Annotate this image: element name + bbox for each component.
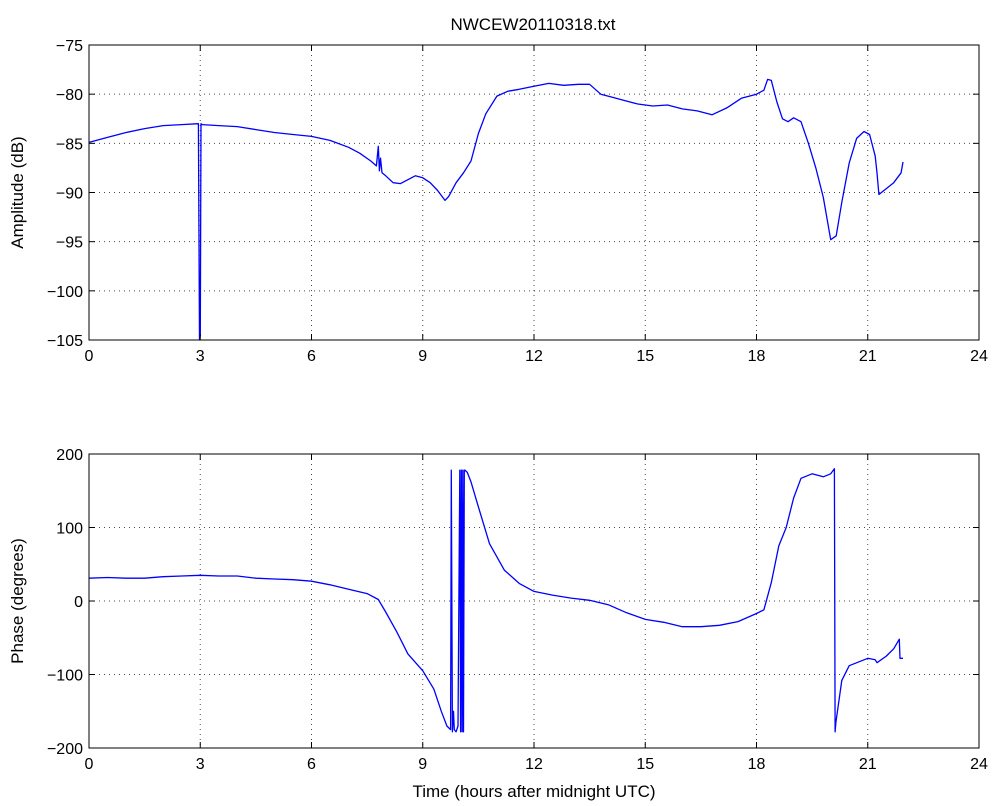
phase-x-axis-label: Time (hours after midnight UTC)	[412, 782, 655, 801]
amplitude-x-tick-label: 12	[525, 348, 543, 365]
phase-x-tick-label: 15	[636, 756, 654, 773]
amplitude-x-tick-label: 24	[970, 348, 988, 365]
phase-x-tick-label: 6	[307, 756, 316, 773]
amplitude-y-axis-label: Amplitude (dB)	[8, 136, 27, 248]
amplitude-y-tick-label: −100	[47, 284, 83, 301]
phase-panel: 0 3 6 9 12 15 18 21 24 −200 −100 0 100 200 Phase (degr…	[8, 447, 988, 801]
amplitude-x-tick-label: 18	[748, 348, 766, 365]
amplitude-y-tick-label: −95	[56, 235, 83, 252]
phase-y-tick-label: 200	[56, 447, 83, 464]
amplitude-y-tick-label: −80	[56, 87, 83, 104]
amplitude-x-tick-label: 0	[85, 348, 94, 365]
phase-x-tick-label: 9	[418, 756, 427, 773]
phase-x-tick-label: 0	[85, 756, 94, 773]
phase-x-tick-label: 3	[196, 756, 205, 773]
phase-x-tick-label: 21	[859, 756, 877, 773]
amplitude-series-line	[88, 78, 904, 341]
amplitude-y-tick-label: −90	[56, 186, 83, 203]
amplitude-y-tick-label: −105	[47, 333, 83, 350]
amplitude-x-tick-label: 21	[859, 348, 877, 365]
phase-x-tick-label: 24	[970, 756, 988, 773]
phase-x-tick-label: 18	[748, 756, 766, 773]
figure-title: NWCEW20110318.txt	[450, 15, 615, 34]
amplitude-x-tick-label: 15	[636, 348, 654, 365]
amplitude-y-tick-label: −75	[56, 38, 83, 55]
phase-y-tick-label: 100	[56, 521, 83, 538]
amplitude-panel: 0 3 6 9 12 15 18 21 24 −105 −100 −95 −90 −85 −80 −75 Amp…	[8, 38, 988, 365]
phase-y-tick-label: −200	[47, 741, 83, 758]
phase-x-tick-label: 12	[525, 756, 543, 773]
amplitude-x-tick-label: 6	[307, 348, 316, 365]
phase-y-tick-label: 0	[74, 594, 83, 611]
phase-series-line	[88, 468, 903, 733]
amplitude-y-tick-label: −85	[56, 136, 83, 153]
phase-y-tick-label: −100	[47, 668, 83, 685]
amplitude-x-tick-label: 9	[418, 348, 427, 365]
phase-y-axis-label: Phase (degrees)	[8, 538, 27, 664]
amplitude-x-tick-label: 3	[196, 348, 205, 365]
